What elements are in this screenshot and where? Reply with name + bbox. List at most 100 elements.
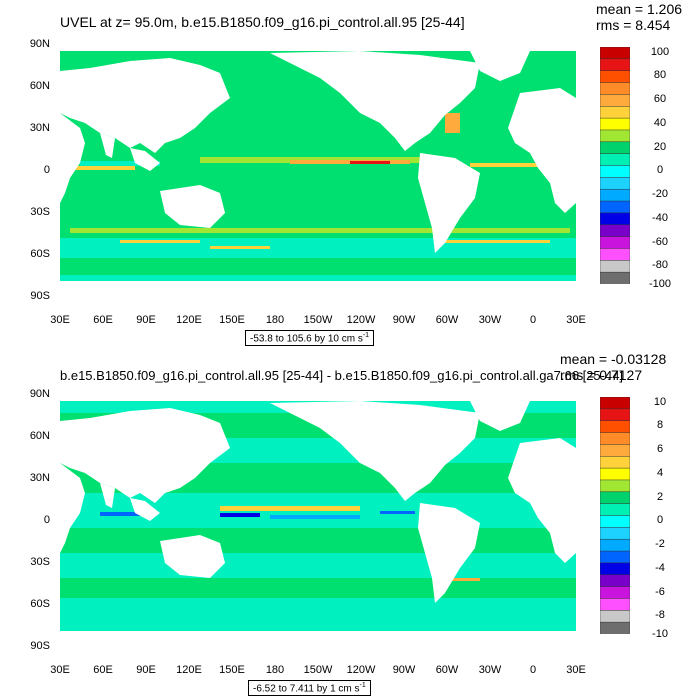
equatorial-undercurrent-max bbox=[350, 161, 390, 164]
y-tick-label: 90N bbox=[29, 38, 50, 50]
colorbar-swatch bbox=[600, 515, 630, 528]
colorbar-label: -20 bbox=[652, 188, 668, 200]
x-tick-label: 180 bbox=[265, 664, 285, 676]
x-tick-label: 30E bbox=[566, 314, 586, 326]
colorbar-swatch bbox=[600, 503, 630, 517]
land-seasia bbox=[130, 148, 160, 171]
x-tick-label: 90W bbox=[392, 664, 416, 676]
colorbar-label: 100 bbox=[650, 46, 670, 58]
equatorial-band bbox=[80, 161, 160, 166]
mean-stat: mean = -0.03128 bbox=[560, 351, 667, 367]
y-tick-label: 30N bbox=[29, 472, 50, 484]
colorbar-swatch bbox=[600, 70, 630, 84]
colorbar-swatch bbox=[600, 271, 630, 284]
colorbar-swatch bbox=[600, 177, 630, 190]
land-greenland bbox=[470, 51, 530, 81]
colorbar-swatch bbox=[600, 444, 630, 457]
colorbar-swatch bbox=[600, 538, 630, 552]
x-tick-label: 30W bbox=[478, 664, 502, 676]
land-masses bbox=[60, 43, 576, 296]
land-eurasia bbox=[60, 408, 230, 503]
colorbar-label: -6 bbox=[655, 586, 665, 598]
colorbar-swatch bbox=[600, 58, 630, 72]
colorbar-label: -80 bbox=[652, 259, 668, 271]
acc-core-2 bbox=[210, 246, 270, 249]
range-text: -53.8 to 105.6 by 10 cm s bbox=[250, 333, 363, 345]
colorbar-swatch bbox=[600, 106, 630, 119]
y-tick-label: 30S bbox=[30, 206, 50, 218]
land-antarctica bbox=[60, 281, 576, 296]
colorbar-label: 8 bbox=[656, 419, 664, 431]
colorbar-swatch bbox=[600, 432, 630, 445]
y-tick-label: 60N bbox=[29, 80, 50, 92]
colorbar-swatch bbox=[600, 527, 630, 540]
x-tick-label: 180 bbox=[265, 314, 285, 326]
colorbar-label: -2 bbox=[655, 538, 665, 550]
x-tick-label: 120E bbox=[176, 314, 202, 326]
x-tick-label: 60E bbox=[93, 314, 113, 326]
panel-difference: b.e15.B1850.f09_g16.pi_control.all.95 [2… bbox=[0, 350, 700, 700]
colorbar-label: 80 bbox=[653, 69, 667, 81]
land-eurasia bbox=[60, 58, 230, 153]
y-tick-label: 60S bbox=[30, 598, 50, 610]
colorbar-swatch bbox=[600, 479, 630, 493]
uvel-map bbox=[60, 43, 576, 296]
equatorial-negative bbox=[220, 513, 260, 517]
colorbar-swatch bbox=[600, 456, 630, 469]
land-india bbox=[100, 133, 115, 158]
x-tick-label: 150W bbox=[303, 664, 333, 676]
x-tick-label: 90W bbox=[392, 314, 416, 326]
y-tick-label: 30N bbox=[29, 122, 50, 134]
contour-range-box: -6.52 to 7.411 by 1 cm s-1 bbox=[248, 680, 371, 697]
x-tick-label: 120W bbox=[346, 664, 376, 676]
x-tick-label: 30E bbox=[50, 664, 70, 676]
land-arctic bbox=[60, 393, 576, 401]
acc-band bbox=[70, 228, 570, 233]
colorbar-swatch bbox=[600, 47, 630, 60]
colorbar-swatch bbox=[600, 212, 630, 226]
x-tick-label: 0 bbox=[529, 664, 537, 676]
colorbar-swatch bbox=[600, 467, 630, 481]
colorbar-label: 2 bbox=[656, 491, 664, 503]
colorbar-label: 4 bbox=[656, 467, 664, 479]
colorbar-label: 0 bbox=[656, 164, 664, 176]
colorbar-swatch bbox=[600, 550, 630, 564]
colorbar-label: 0 bbox=[656, 514, 664, 526]
land-australia bbox=[160, 535, 225, 578]
range-text: -6.52 to 7.411 by 1 cm s bbox=[253, 683, 360, 695]
colorbar-swatch bbox=[600, 598, 630, 611]
colorbar-swatch bbox=[600, 200, 630, 214]
x-tick-label: 150E bbox=[219, 314, 245, 326]
colorbar-swatch bbox=[600, 491, 630, 505]
y-tick-label: 0 bbox=[43, 164, 50, 176]
rms-stat: rms = 8.454 bbox=[596, 17, 671, 33]
colorbar-swatch bbox=[600, 408, 630, 422]
colorbar-swatches bbox=[600, 397, 630, 634]
green-band bbox=[60, 578, 576, 598]
x-tick-label: 60W bbox=[435, 664, 459, 676]
south-atlantic-anomaly bbox=[440, 578, 480, 581]
x-tick-label: 30W bbox=[478, 314, 502, 326]
green-band bbox=[60, 528, 576, 553]
colorbar-label: -4 bbox=[655, 562, 665, 574]
colorbar-swatch bbox=[600, 420, 630, 434]
colorbar-label: 60 bbox=[653, 93, 667, 105]
acc-core-3 bbox=[440, 240, 550, 243]
equatorial-positive bbox=[220, 506, 360, 511]
rms-stat: rms = 0.7127 bbox=[560, 367, 643, 383]
gulf-stream bbox=[445, 113, 460, 133]
x-tick-label: 150E bbox=[219, 664, 245, 676]
colorbar-label: -8 bbox=[655, 609, 665, 621]
y-tick-label: 90N bbox=[29, 388, 50, 400]
colorbar-swatch bbox=[600, 94, 630, 107]
colorbar-swatch bbox=[600, 141, 630, 155]
colorbar-label: -10 bbox=[652, 628, 668, 640]
land-masses bbox=[60, 393, 576, 646]
colorbar-label: 20 bbox=[653, 141, 667, 153]
colorbar-swatch bbox=[600, 586, 630, 600]
mean-stat: mean = 1.206 bbox=[596, 1, 683, 17]
colorbar-swatch bbox=[600, 562, 630, 576]
land-africa-east bbox=[508, 88, 576, 213]
land-antarctica bbox=[60, 631, 576, 646]
land-africa bbox=[60, 463, 85, 553]
